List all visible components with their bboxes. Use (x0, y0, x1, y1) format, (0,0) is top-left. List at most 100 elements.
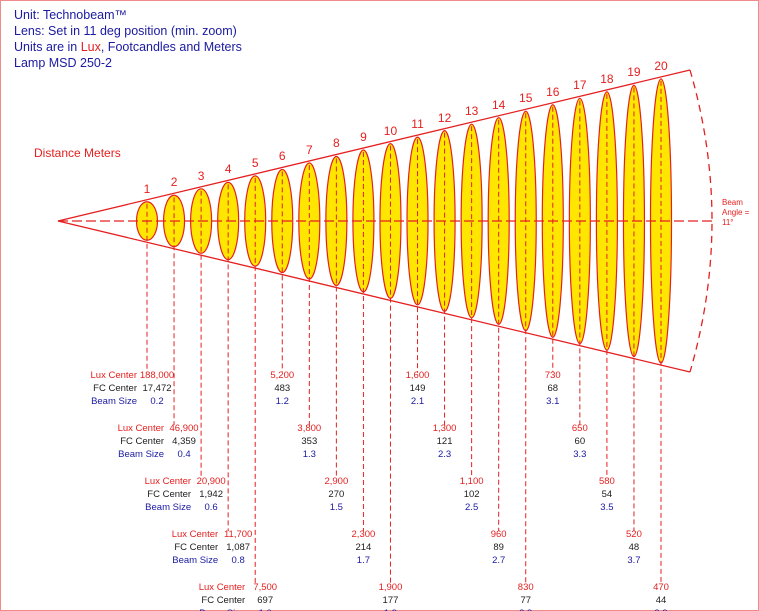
lux-value: 3,800 (297, 423, 322, 434)
beam-angle-line3: 11° (722, 218, 734, 227)
distance-number: 5 (251, 155, 259, 170)
fc-value: 483 (274, 383, 291, 394)
distance-number: 14 (491, 97, 506, 112)
lux-value: 730 (544, 370, 561, 381)
fc-value: 17,472 (142, 383, 172, 394)
lux-center-label: Lux Center (171, 529, 219, 540)
lux-value: 1,900 (378, 582, 403, 593)
beam-size-value: 0.2 (150, 396, 164, 407)
lux-center-label: Lux Center (198, 582, 246, 593)
fc-center-label: FC Center (120, 436, 165, 447)
beam-size-value: 1.2 (275, 396, 289, 407)
units-line: Units are in Lux, Footcandles and Meters (14, 40, 242, 54)
lux-center-label: Lux Center (90, 370, 137, 381)
distance-number: 19 (627, 65, 641, 80)
beam-size-value: 0.4 (177, 449, 191, 460)
distance-number: 13 (464, 104, 479, 119)
lux-value: 520 (626, 529, 642, 540)
distance-number: 2 (170, 175, 178, 190)
beam-size-value: 1.3 (302, 449, 316, 460)
fc-center-label: FC Center (201, 595, 246, 606)
units-prefix: Units are in (14, 40, 81, 54)
fc-value: 177 (382, 595, 399, 606)
beam-size-value: 3.3 (573, 449, 587, 460)
distance-number: 10 (383, 123, 398, 138)
beam-end-arc (689, 69, 713, 373)
beam-size-value: 2.3 (437, 449, 452, 460)
beam-size-label: Beam Size (118, 449, 165, 460)
beam-lower-edge (57, 220, 691, 373)
distance-number: 20 (654, 58, 668, 73)
lux-value: 2,900 (324, 476, 349, 487)
lux-value: 960 (490, 529, 507, 540)
units-suffix: , Footcandles and Meters (100, 40, 242, 54)
beam-size-value: 1.0 (259, 608, 272, 611)
distance-number: 8 (333, 136, 340, 151)
lux-value: 1,100 (459, 476, 484, 487)
lux-value: 188,000 (139, 370, 175, 381)
beam-size-value: 0.8 (231, 555, 245, 566)
distance-number: 16 (546, 84, 560, 99)
distance-number: 15 (519, 91, 533, 106)
fc-value: 1,087 (226, 542, 251, 553)
lux-value: 5,200 (270, 370, 295, 381)
lux-center-label: Lux Center (117, 423, 165, 434)
unit-title: Unit: Technobeam™ (14, 8, 128, 22)
beam-size-value: 3.7 (627, 555, 641, 566)
fc-value: 1,942 (199, 489, 223, 500)
lux-center-label: Lux Center (144, 476, 192, 487)
distance-number: 18 (600, 71, 614, 86)
lux-value: 1,300 (432, 423, 457, 434)
beam-size-value: 1.7 (356, 555, 371, 566)
lux-value: 7,500 (253, 582, 278, 593)
distance-number: 1 (143, 181, 151, 196)
lens-setting: Lens: Set in 11 deg position (min. zoom) (14, 24, 237, 38)
beam-upper-edge (57, 69, 691, 222)
beam-size-value: 0.6 (204, 502, 218, 513)
fc-value: 44 (655, 595, 667, 606)
beam-size-value: 2.1 (410, 396, 425, 407)
lux-value: 1,600 (405, 370, 430, 381)
beam-angle-label: Beam Angle = 11° (722, 198, 758, 228)
beam-size-value: 1.5 (329, 502, 343, 513)
fc-center-label: FC Center (147, 489, 192, 500)
fc-value: 89 (493, 542, 504, 553)
beam-size-value: 2.5 (465, 502, 479, 513)
distance-number: 4 (224, 162, 232, 177)
fc-value: 697 (257, 595, 274, 606)
distance-number: 17 (573, 78, 587, 93)
beam-size-value: 2.9 (519, 608, 532, 611)
distance-number: 3 (197, 168, 205, 183)
fc-value: 214 (355, 542, 372, 553)
lux-value: 580 (598, 476, 615, 487)
beam-size-value: 3.9 (654, 608, 667, 611)
fc-value: 149 (409, 383, 426, 394)
lux-value: 650 (571, 423, 588, 434)
distance-meters-label: Distance Meters (34, 146, 121, 160)
distance-number: 9 (360, 130, 367, 145)
lux-value: 46,900 (169, 423, 199, 434)
fc-value: 77 (520, 595, 532, 606)
fc-center-label: FC Center (174, 542, 219, 553)
fc-value: 353 (301, 436, 318, 447)
beam-size-value: 3.1 (546, 396, 560, 407)
fc-value: 121 (436, 436, 453, 447)
distance-number: 6 (278, 149, 286, 164)
fc-value: 270 (328, 489, 345, 500)
lux-value: 830 (517, 582, 534, 593)
distance-number: 11 (411, 117, 424, 132)
beam-size-value: 2.7 (492, 555, 506, 566)
lux-value: 470 (653, 582, 669, 593)
lux-value: 11,700 (223, 529, 253, 540)
lux-value: 2,300 (351, 529, 376, 540)
beam-size-label: Beam Size (199, 608, 245, 611)
beam-angle-line1: Beam (722, 198, 743, 207)
beam-size-value: 3.5 (600, 502, 614, 513)
fc-value: 68 (547, 383, 559, 394)
lux-value: 20,900 (196, 476, 226, 487)
fc-center-label: FC Center (93, 383, 137, 394)
units-lux: Lux (80, 40, 101, 54)
fc-value: 54 (601, 489, 613, 500)
